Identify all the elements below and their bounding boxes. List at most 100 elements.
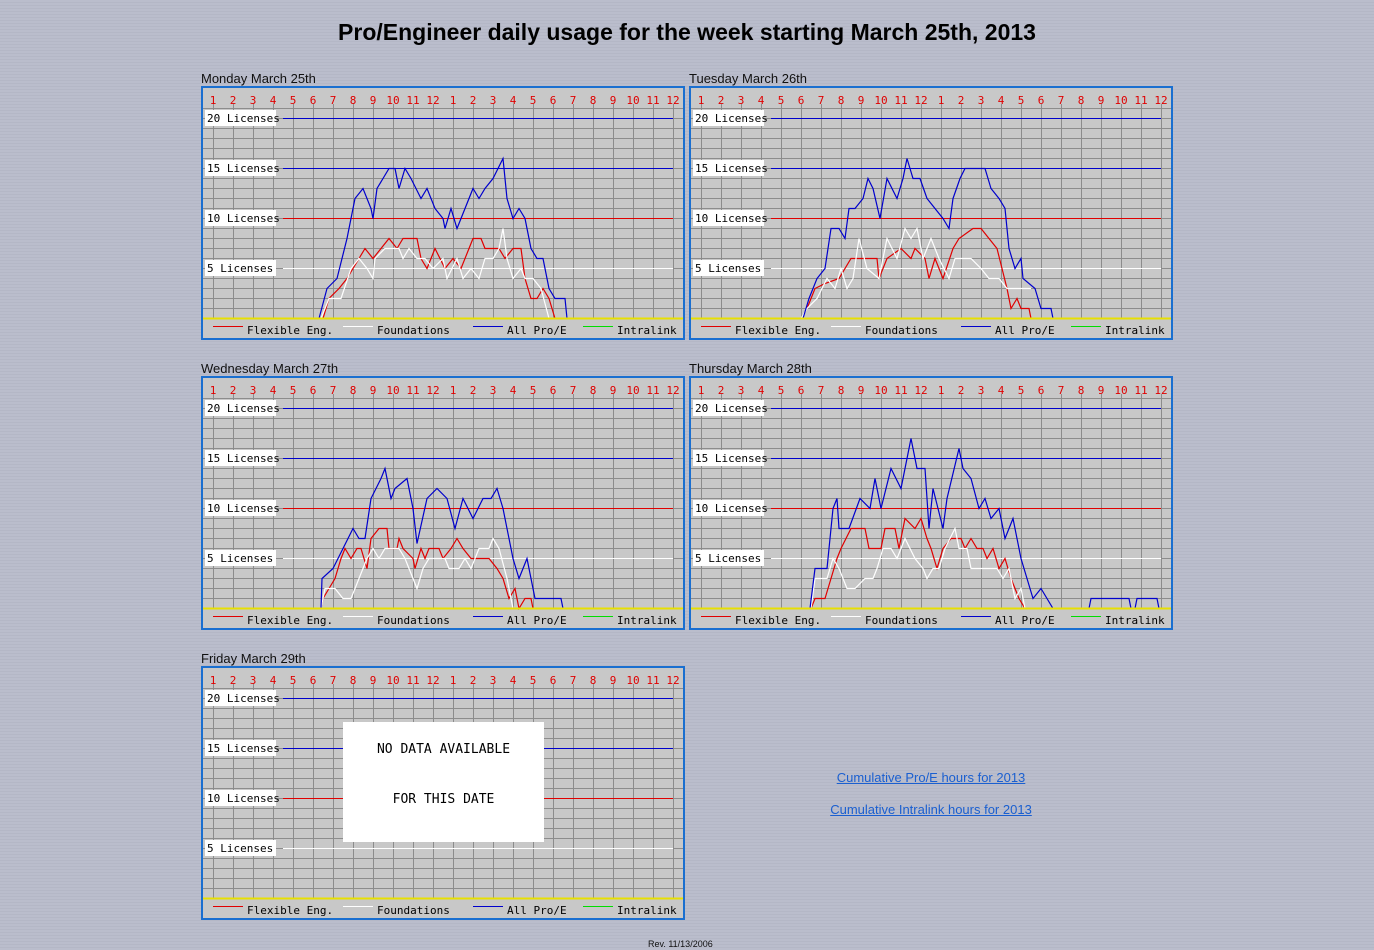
- license-label-box: [693, 110, 764, 126]
- chart-tuesday: 1 2 3 4 5 6 7 8 9 10 11 12 1 2 3 4 5 6 7 8 9 10 11 12 20 License…: [689, 86, 1173, 340]
- license-label-box: [205, 790, 276, 806]
- series-line-foundations: [800, 226, 1031, 319]
- license-label: 15 Licenses: [207, 742, 280, 755]
- hour-tick-label: 7: [818, 384, 825, 397]
- license-label: 15 Licenses: [695, 452, 768, 465]
- license-label: 20 Licenses: [695, 402, 768, 415]
- hour-tick-label: 5: [530, 94, 537, 107]
- hour-tick-label: 10: [386, 384, 399, 397]
- hour-tick-label: 7: [330, 674, 337, 687]
- hour-tick-label: 9: [370, 674, 377, 687]
- hour-tick-label: 3: [490, 674, 497, 687]
- license-label: 5 Licenses: [695, 262, 761, 275]
- legend-label-all-proe: All Pro/E: [995, 324, 1055, 337]
- license-label: 15 Licenses: [207, 162, 280, 175]
- hour-tick-label: 12: [1154, 384, 1167, 397]
- hour-tick-label: 7: [330, 94, 337, 107]
- legend-label-intralink: Intralink: [617, 614, 677, 627]
- hour-tick-label: 4: [998, 384, 1005, 397]
- hour-tick-label: 4: [270, 674, 277, 687]
- hour-tick-label: 8: [350, 384, 357, 397]
- hour-tick-label: 11: [1134, 384, 1147, 397]
- license-label: 20 Licenses: [207, 112, 280, 125]
- license-label-box: [693, 400, 764, 416]
- hour-tick-label: 6: [310, 94, 317, 107]
- hour-tick-label: 6: [310, 674, 317, 687]
- legend-label-flexible-eng: Flexible Eng.: [735, 614, 821, 627]
- hour-tick-label: 5: [530, 384, 537, 397]
- license-label-box: [205, 260, 276, 276]
- hour-tick-label: 10: [626, 94, 639, 107]
- hour-tick-label: 6: [1038, 384, 1045, 397]
- hour-tick-label: 7: [570, 384, 577, 397]
- series-line-foundations: [320, 228, 550, 319]
- cumulative-intralink-link[interactable]: Cumulative Intralink hours for 2013: [830, 802, 1032, 817]
- hour-tick-label: 9: [858, 94, 865, 107]
- hour-tick-label: 12: [914, 94, 927, 107]
- hour-tick-label: 4: [270, 94, 277, 107]
- hour-tick-label: 10: [874, 384, 887, 397]
- license-label-box: [693, 160, 764, 176]
- hour-tick-label: 11: [646, 674, 659, 687]
- license-label: 5 Licenses: [207, 262, 273, 275]
- hour-tick-label: 8: [590, 94, 597, 107]
- series-line-all-proe: [809, 438, 1160, 610]
- license-label-box: [693, 550, 764, 566]
- license-label: 20 Licenses: [207, 692, 280, 705]
- hour-tick-label: 2: [718, 94, 725, 107]
- license-label-box: [693, 500, 764, 516]
- hour-tick-label: 12: [426, 674, 439, 687]
- chart-monday: 1 2 3 4 5 6 7 8 9 10 11 12 1 2 3 4 5 6 7 8 9 10 11 12 20 License…: [201, 86, 685, 340]
- license-label-box: [205, 500, 276, 516]
- hour-tick-label: 5: [290, 94, 297, 107]
- legend-label-foundations: Foundations: [865, 324, 938, 337]
- license-label: 20 Licenses: [207, 402, 280, 415]
- hour-tick-label: 2: [958, 94, 965, 107]
- hour-tick-label: 5: [1018, 94, 1025, 107]
- hour-tick-label: 12: [666, 384, 679, 397]
- hour-tick-label: 11: [406, 94, 419, 107]
- hour-tick-label: 5: [290, 384, 297, 397]
- hour-tick-label: 8: [350, 674, 357, 687]
- hour-tick-label: 2: [470, 94, 477, 107]
- no-data-line2: FOR THIS DATE: [392, 792, 495, 807]
- hour-tick-label: 5: [290, 674, 297, 687]
- hour-tick-label: 2: [230, 674, 237, 687]
- hour-tick-label: 9: [610, 384, 617, 397]
- hour-tick-label: 3: [490, 94, 497, 107]
- license-label-box: [693, 260, 764, 276]
- hour-tick-label: 10: [626, 674, 639, 687]
- series-line-flexible-eng: [810, 517, 1026, 609]
- hour-tick-label: 7: [1058, 384, 1065, 397]
- legend-label-all-proe: All Pro/E: [507, 904, 567, 917]
- hour-tick-label: 5: [778, 384, 785, 397]
- hour-tick-label: 6: [1038, 94, 1045, 107]
- hour-tick-label: 7: [570, 674, 577, 687]
- hour-tick-label: 1: [450, 674, 457, 687]
- license-label-box: [205, 840, 276, 856]
- license-label-box: [693, 450, 764, 466]
- license-label-box: [693, 210, 764, 226]
- day-label-thursday: Thursday March 28th: [689, 361, 812, 376]
- hour-tick-label: 10: [1114, 94, 1127, 107]
- legend-label-foundations: Foundations: [377, 904, 450, 917]
- hour-tick-label: 8: [838, 94, 845, 107]
- license-label: 5 Licenses: [207, 552, 273, 565]
- hour-tick-label: 8: [838, 384, 845, 397]
- hour-tick-label: 1: [450, 384, 457, 397]
- legend-label-flexible-eng: Flexible Eng.: [247, 904, 333, 917]
- hour-tick-label: 6: [798, 384, 805, 397]
- hour-tick-label: 7: [570, 94, 577, 107]
- hour-tick-label: 2: [230, 94, 237, 107]
- hour-tick-label: 1: [698, 384, 705, 397]
- cumulative-proe-link[interactable]: Cumulative Pro/E hours for 2013: [836, 770, 1026, 785]
- license-label: 10 Licenses: [695, 502, 768, 515]
- legend-label-flexible-eng: Flexible Eng.: [247, 324, 333, 337]
- hour-tick-label: 2: [470, 384, 477, 397]
- hour-tick-label: 3: [250, 674, 257, 687]
- chart-friday: 1 2 3 4 5 6 7 8 9 10 11 12 1 2 3 4 5 6 7 8 9 10 11 12 20 License…: [201, 666, 685, 920]
- hour-tick-label: 10: [386, 674, 399, 687]
- legend-label-foundations: Foundations: [377, 324, 450, 337]
- hour-tick-label: 1: [938, 384, 945, 397]
- hour-tick-label: 8: [1078, 384, 1085, 397]
